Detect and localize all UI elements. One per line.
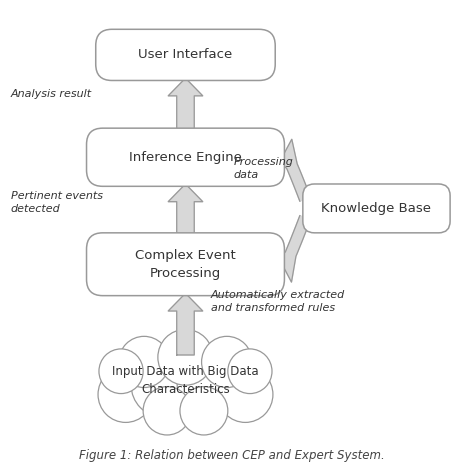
Polygon shape (168, 184, 203, 235)
Circle shape (218, 366, 273, 423)
Circle shape (177, 353, 240, 417)
Text: Knowledge Base: Knowledge Base (321, 202, 432, 215)
FancyBboxPatch shape (96, 29, 275, 80)
Polygon shape (168, 78, 203, 131)
FancyBboxPatch shape (303, 184, 450, 233)
Circle shape (131, 353, 194, 417)
Text: Complex Event
Processing: Complex Event Processing (135, 249, 236, 280)
Circle shape (98, 366, 153, 423)
FancyBboxPatch shape (87, 128, 284, 186)
Text: Processing
data: Processing data (234, 157, 294, 181)
Circle shape (158, 329, 213, 385)
Circle shape (119, 336, 169, 388)
Text: Inference Engine: Inference Engine (129, 151, 242, 164)
Text: Automatically extracted
and transformed rules: Automatically extracted and transformed … (211, 290, 345, 313)
Polygon shape (168, 293, 203, 355)
Text: User Interface: User Interface (138, 48, 232, 61)
Circle shape (143, 387, 191, 435)
Polygon shape (268, 216, 311, 282)
FancyBboxPatch shape (87, 233, 284, 296)
Circle shape (201, 336, 252, 388)
Circle shape (228, 349, 272, 394)
Text: Analysis result: Analysis result (11, 89, 92, 99)
Text: Input Data with Big Data
Characteristics: Input Data with Big Data Characteristics (112, 365, 259, 396)
Circle shape (99, 349, 143, 394)
Polygon shape (269, 139, 311, 201)
Text: Figure 1: Relation between CEP and Expert System.: Figure 1: Relation between CEP and Exper… (79, 449, 384, 462)
Text: Pertinent events
detected: Pertinent events detected (11, 191, 103, 214)
Circle shape (180, 387, 228, 435)
